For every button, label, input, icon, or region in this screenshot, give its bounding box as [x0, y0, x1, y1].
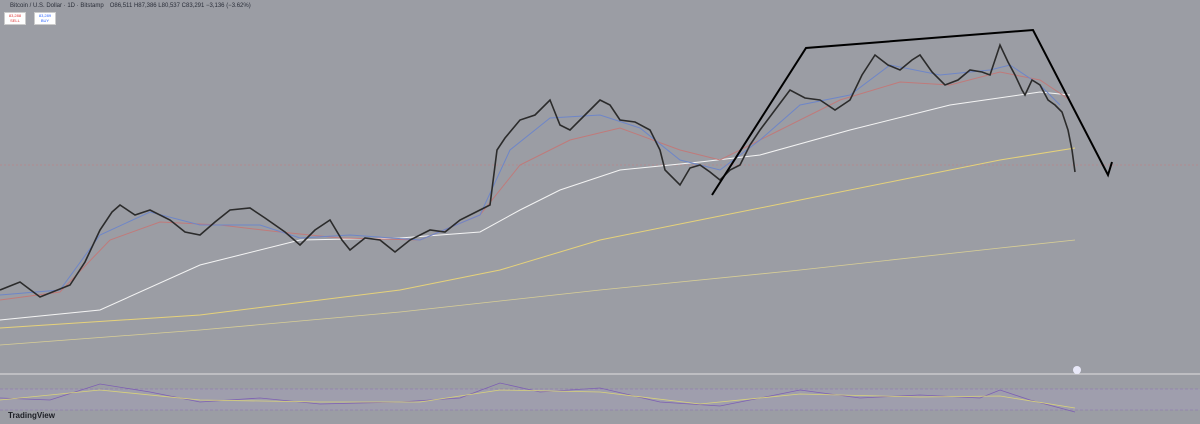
brand: TradingView: [8, 411, 55, 420]
rsi-ma: [0, 389, 1076, 409]
event-icon[interactable]: [1073, 366, 1081, 374]
buy-button[interactable]: 83,289 BUY: [34, 12, 56, 25]
ma-50: [0, 71, 1071, 301]
ma-20: [0, 64, 1061, 296]
sell-price: 83,288: [8, 13, 22, 18]
ma-100: [0, 91, 1071, 321]
price-series: [0, 42, 1076, 298]
ma-200: [0, 147, 1076, 329]
sell-button[interactable]: 83,288 SELL: [4, 12, 26, 25]
buy-price: 83,289: [38, 13, 52, 18]
buy-label: BUY: [40, 18, 50, 23]
rsi-band: [0, 389, 1200, 410]
symbol: Bitcoin / U.S. Dollar · 1D · Bitstamp: [10, 3, 104, 9]
ma-long: [0, 239, 1076, 346]
sell-label: SELL: [10, 18, 20, 23]
symbol-header: Bitcoin / U.S. Dollar · 1D · Bitstamp O86…: [10, 3, 257, 9]
ohlc: O86,511 H87,386 L80,537 C83,291 −3,136 (…: [109, 3, 251, 9]
trend-drawing: [711, 28, 1113, 196]
